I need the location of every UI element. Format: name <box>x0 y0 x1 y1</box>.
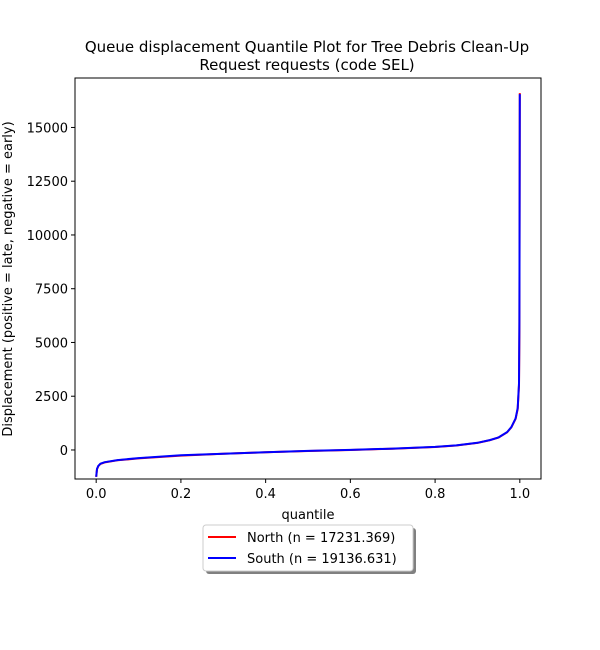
y-tick-label: 15000 <box>27 121 68 136</box>
x-tick-label: 0.2 <box>171 487 192 502</box>
y-tick-label: 2500 <box>35 390 68 405</box>
ticks-layer: 0.0 0.2 0.4 0.6 0.8 1.0 0 2500 5000 7500 10000 1250… <box>27 121 531 502</box>
x-tick-label: 0.8 <box>425 487 446 502</box>
legend: North (n = 17231.369) South (n = 19136.6… <box>202 524 416 574</box>
legend-label-north: North (n = 17231.369) <box>247 531 395 546</box>
y-tick-label: 0 <box>60 444 68 459</box>
series-layer <box>95 93 521 477</box>
y-tick-label: 7500 <box>35 283 68 298</box>
x-tick-label: 0.6 <box>340 487 361 502</box>
legend-label-south: South (n = 19136.631) <box>247 552 397 567</box>
series-line-0 <box>95 93 521 477</box>
y-axis-label: Displacement (positive = late, negative … <box>1 121 16 436</box>
chart-title-line-2: Request requests (code SEL) <box>199 56 414 74</box>
series-line-1 <box>95 94 521 477</box>
chart-title-line-1: Queue displacement Quantile Plot for Tre… <box>85 38 529 56</box>
x-tick-label: 1.0 <box>509 487 530 502</box>
x-tick-label: 0.0 <box>86 487 107 502</box>
legend-box <box>202 524 414 572</box>
y-tick-label: 10000 <box>27 229 68 244</box>
y-tick-label: 5000 <box>35 336 68 351</box>
x-tick-label: 0.4 <box>255 487 276 502</box>
x-axis-label: quantile <box>281 508 334 523</box>
y-tick-label: 12500 <box>27 175 68 190</box>
plot-area <box>74 77 542 480</box>
